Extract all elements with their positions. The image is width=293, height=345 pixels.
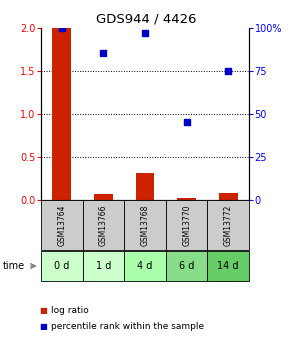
Text: 4 d: 4 d (137, 261, 153, 271)
Bar (219, 193, 238, 200)
Bar (94, 194, 113, 200)
Text: log ratio: log ratio (51, 306, 89, 315)
Point (143, 30, 147, 36)
Bar (177, 198, 196, 200)
Text: percentile rank within the sample: percentile rank within the sample (51, 322, 205, 331)
Text: time: time (3, 261, 25, 271)
Text: ■: ■ (40, 306, 47, 315)
Point (184, 120, 189, 125)
Point (101, 51, 106, 56)
Text: 14 d: 14 d (217, 261, 239, 271)
Text: GSM13768: GSM13768 (141, 205, 149, 246)
Text: GSM13766: GSM13766 (99, 204, 108, 246)
Text: 0 d: 0 d (54, 261, 69, 271)
Bar (52, 28, 71, 200)
Text: GDS944 / 4426: GDS944 / 4426 (96, 12, 197, 26)
Text: GSM13772: GSM13772 (224, 205, 233, 246)
Text: 6 d: 6 d (179, 261, 194, 271)
Text: GSM13770: GSM13770 (182, 204, 191, 246)
Text: GSM13764: GSM13764 (57, 204, 66, 246)
Point (59, 25, 64, 30)
Point (226, 68, 231, 73)
Bar (136, 172, 154, 200)
Text: ■: ■ (40, 322, 47, 331)
Text: 1 d: 1 d (96, 261, 111, 271)
